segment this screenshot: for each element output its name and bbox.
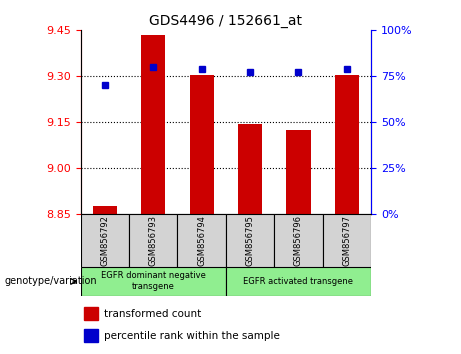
Bar (274, 214, 323, 267)
Bar (226, 267, 371, 296)
Bar (129, 214, 177, 267)
Bar (323, 214, 371, 267)
Bar (83, 307, 98, 320)
Bar (189, 75, 214, 214)
Text: GSM856792: GSM856792 (100, 215, 109, 266)
Bar (93, 206, 117, 214)
Title: GDS4496 / 152661_at: GDS4496 / 152661_at (149, 14, 302, 28)
Text: GSM856795: GSM856795 (246, 215, 254, 266)
Bar (238, 124, 262, 214)
Bar (335, 75, 359, 214)
Text: GSM856794: GSM856794 (197, 215, 206, 266)
Bar (141, 35, 165, 214)
Bar (83, 330, 98, 342)
Text: EGFR dominant negative
transgene: EGFR dominant negative transgene (101, 272, 206, 291)
Bar (177, 214, 226, 267)
Text: EGFR activated transgene: EGFR activated transgene (243, 277, 354, 286)
Bar (286, 130, 311, 214)
Bar (226, 214, 274, 267)
Text: GSM856796: GSM856796 (294, 215, 303, 266)
Text: GSM856793: GSM856793 (149, 215, 158, 266)
Bar (81, 267, 226, 296)
Text: GSM856797: GSM856797 (343, 215, 351, 266)
Text: percentile rank within the sample: percentile rank within the sample (104, 331, 280, 341)
Bar (81, 214, 129, 267)
Text: genotype/variation: genotype/variation (5, 276, 97, 286)
Text: transformed count: transformed count (104, 309, 201, 319)
